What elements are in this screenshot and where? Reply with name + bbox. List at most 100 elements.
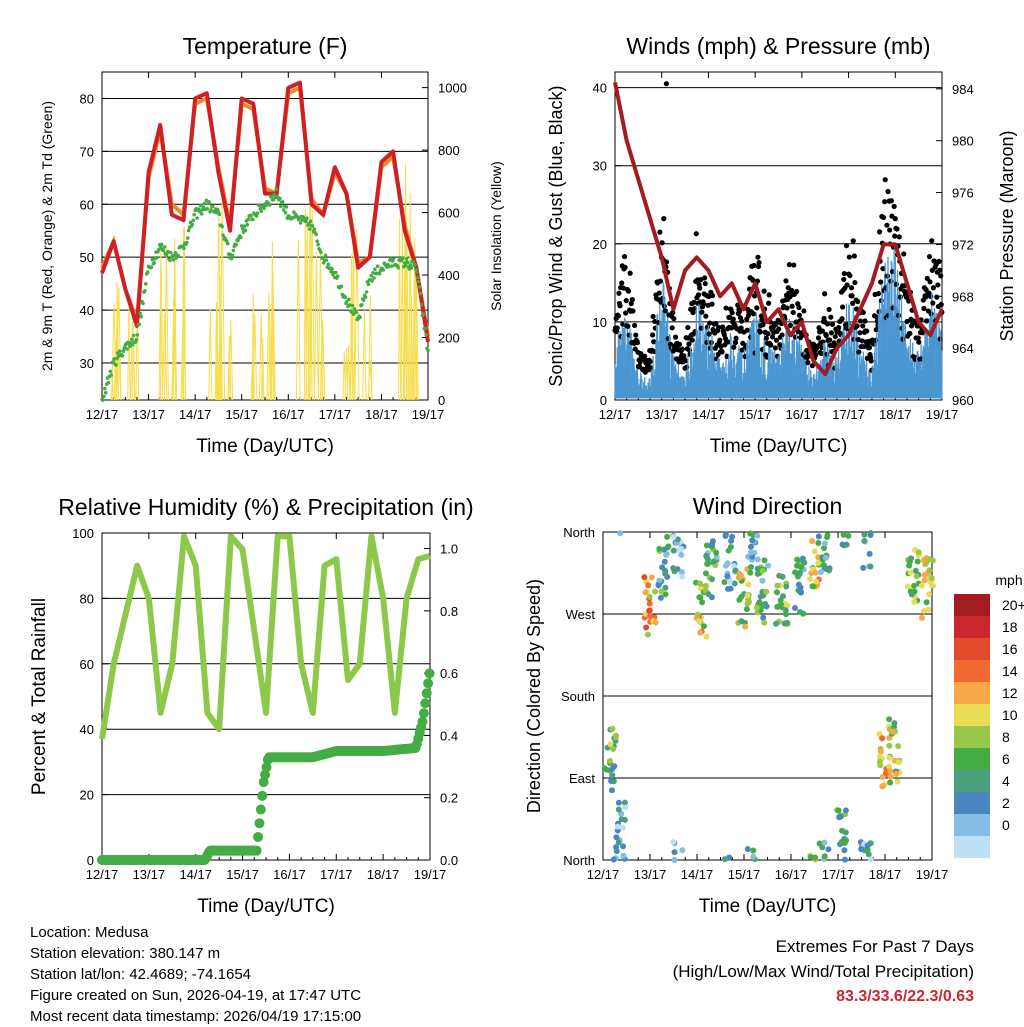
wind-direction-point	[651, 588, 658, 595]
y-tick-label: 0	[600, 393, 607, 408]
y-axis-label: Direction (Colored By Speed)	[524, 579, 544, 813]
wind-direction-point	[615, 806, 622, 813]
wind-direction-point	[797, 584, 804, 591]
x-axis-label: Time (Day/UTC)	[197, 896, 335, 917]
dewpoint-point	[243, 228, 248, 233]
precip-point	[417, 716, 428, 727]
wind-direction-point	[773, 620, 780, 627]
wind-direction-point	[738, 618, 745, 625]
solar-insolation-spike	[127, 307, 131, 401]
dewpoint-point	[335, 274, 340, 278]
y-tick-label: 10	[593, 315, 607, 330]
gust-point	[849, 293, 855, 299]
wind-direction-point	[705, 591, 712, 598]
gust-point	[864, 328, 870, 334]
gust-point	[700, 301, 707, 307]
gust-point	[719, 349, 725, 355]
gust-point	[671, 316, 677, 322]
dewpoint-point	[326, 262, 331, 267]
gust-point	[709, 301, 715, 307]
y-tick-label: 30	[80, 356, 94, 371]
dewpoint-point	[114, 363, 118, 367]
dewpoint-point	[125, 347, 129, 351]
wind-direction-point	[659, 564, 666, 571]
dewpoint-point	[259, 209, 264, 214]
dewpoint-point	[106, 380, 111, 385]
gust-point	[622, 264, 628, 270]
dewpoint-point	[190, 222, 195, 227]
dewpoint-point	[195, 216, 199, 220]
gust-point	[789, 303, 795, 309]
legend-swatch	[954, 748, 990, 770]
gust-point	[828, 330, 834, 336]
gust-point	[857, 330, 863, 336]
dewpoint-point	[324, 258, 329, 262]
gust-point	[699, 309, 705, 315]
gust-point	[755, 254, 761, 260]
gust-point	[739, 318, 745, 324]
dewpoint-point	[418, 291, 423, 296]
gust-point	[819, 328, 826, 334]
wind-direction-point	[821, 839, 828, 846]
wind-direction-point	[824, 532, 831, 539]
gust-point	[713, 321, 719, 327]
wind-direction-point	[697, 580, 704, 587]
dewpoint-point	[186, 228, 191, 233]
wind-direction-point	[703, 542, 710, 549]
gust-point	[652, 318, 658, 325]
dewpoint-point	[283, 210, 288, 215]
wind-direction-point	[744, 592, 751, 599]
wind-direction-point	[876, 758, 883, 765]
dewpoint-point	[225, 241, 230, 246]
gust-point	[831, 340, 837, 346]
wind-direction-point	[722, 562, 729, 569]
wind-direction-point	[761, 619, 768, 626]
gust-point	[828, 314, 834, 320]
dewpoint-point	[389, 264, 394, 268]
gust-point	[866, 345, 873, 351]
wind-direction-point	[863, 847, 870, 854]
dewpoint-point	[202, 201, 207, 206]
gust-point	[878, 279, 884, 285]
gust-point	[689, 337, 695, 343]
wind-direction-point	[658, 588, 665, 595]
gust-point	[705, 302, 711, 308]
gust-point	[702, 275, 708, 281]
gust-point	[926, 254, 933, 260]
wind-direction-point	[678, 545, 685, 552]
wind-direction-point	[807, 576, 814, 583]
dewpoint-point	[426, 348, 430, 353]
wind-direction-point	[889, 728, 896, 735]
gust-point	[850, 300, 856, 306]
y-axis-label: Percent & Total Rainfall	[29, 598, 50, 795]
dewpoint-point	[312, 227, 317, 232]
gust-point	[862, 318, 868, 324]
wind-direction-point	[918, 582, 925, 589]
wind-direction-point	[645, 582, 652, 589]
gust-point	[823, 333, 829, 339]
precip-point	[261, 762, 272, 773]
gust-point	[736, 308, 743, 315]
pressure-line	[613, 81, 944, 377]
dewpoint-point	[391, 257, 396, 261]
legend-label: 12	[1002, 685, 1018, 701]
wind-direction-point	[730, 562, 737, 569]
dewpoint-point	[298, 221, 303, 225]
legend-swatch	[954, 792, 990, 814]
wind-direction-point	[761, 557, 768, 564]
x-tick-label: 12/17	[86, 867, 119, 882]
dewpoint-point	[121, 349, 126, 353]
wind-direction-point	[615, 799, 622, 806]
gust-point	[663, 259, 670, 265]
wind-direction-point	[879, 735, 886, 742]
x-axis-label: Time (Day/UTC)	[710, 436, 848, 457]
wind-direction-point	[867, 531, 874, 538]
dewpoint-point	[137, 322, 142, 327]
dewpoint-point	[141, 301, 145, 306]
dewpoint-point	[278, 196, 282, 201]
gust-point	[718, 343, 724, 349]
gust-point	[623, 310, 629, 316]
precip-point	[260, 769, 271, 780]
wind-direction-point	[657, 594, 664, 601]
wind-direction-point	[643, 624, 650, 631]
